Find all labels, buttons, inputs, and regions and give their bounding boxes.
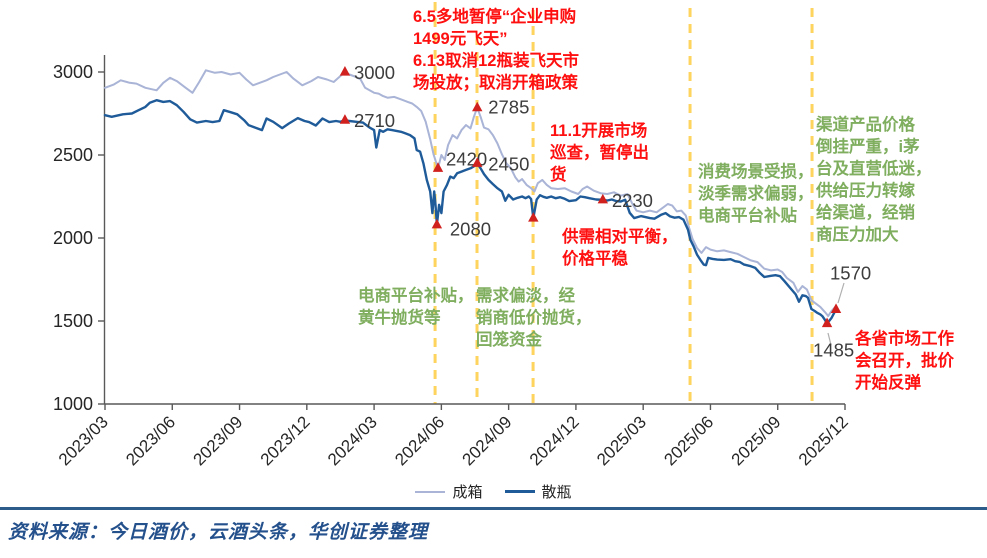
- event-marker-triangle: [472, 157, 483, 167]
- x-tick-label: 2024/03: [324, 412, 381, 469]
- y-tick-label: 2500: [53, 145, 93, 165]
- marker-value-label: 2710: [354, 110, 395, 131]
- y-tick-label: 3000: [53, 62, 93, 82]
- chart-canvas: 1000 1500 2000 2500 3000 2023/03 2023/06 2023/0…: [53, 2, 871, 469]
- source-note: 资料来源：今日酒价，云酒头条，华创证券整理: [8, 522, 429, 543]
- divider-line: [0, 507, 987, 510]
- event-marker-triangle: [432, 162, 444, 172]
- marker-value-label: 2080: [450, 219, 491, 240]
- legend-label: 散瓶: [541, 484, 572, 501]
- event-marker-triangle: [339, 66, 351, 76]
- y-tick-label: 1500: [53, 311, 93, 331]
- legend-line-swatch: [504, 490, 535, 493]
- legend-label: 成箱: [452, 484, 483, 501]
- event-marker-triangle: [339, 114, 351, 124]
- x-tick-label: 2023/06: [122, 412, 179, 469]
- marker-value-label: 1485: [813, 339, 854, 360]
- event-marker-triangle: [597, 193, 609, 204]
- event-marker-triangle: [472, 101, 483, 112]
- event-marker-triangle: [830, 303, 842, 313]
- y-tick-label: 1000: [53, 394, 93, 414]
- x-tick-label: 2024/09: [459, 412, 516, 469]
- x-tick-label: 2023/09: [189, 412, 246, 469]
- marker-value-label: 2450: [488, 153, 529, 174]
- marker-callout-line: [837, 282, 845, 304]
- marker-value-label: 2230: [612, 190, 653, 211]
- price-chart: 1000 1500 2000 2500 3000 2023/03 2023/06 2023/0…: [53, 2, 954, 469]
- series-line-case: [104, 69, 837, 317]
- event-marker-triangle: [528, 212, 539, 222]
- marker-value-label: 1570: [830, 262, 871, 283]
- marker-callout-line: [827, 332, 832, 346]
- x-tick-label: 2025/06: [660, 412, 717, 469]
- x-tick-label: 2024/12: [526, 412, 583, 469]
- legend-item: 散瓶: [504, 481, 572, 502]
- x-tick-label: 2023/03: [55, 412, 112, 469]
- x-tick-label: 2023/12: [257, 412, 314, 469]
- event-marker-triangle: [431, 218, 443, 229]
- marker-value-label: 2785: [488, 97, 529, 118]
- x-tick-label: 2025/09: [728, 412, 785, 469]
- series-line-bottle: [103, 98, 838, 325]
- marker-value-label: 3000: [354, 62, 395, 83]
- legend-line-swatch: [415, 490, 446, 493]
- event-marker-triangle: [821, 317, 833, 328]
- y-tick-label: 2000: [53, 228, 93, 248]
- x-tick-label: 2024/06: [391, 412, 448, 469]
- legend-item: 成箱: [415, 481, 483, 502]
- chart-legend: 成箱 散瓶: [0, 481, 987, 502]
- x-tick-label: 2025/12: [795, 412, 852, 469]
- x-tick-label: 2025/03: [593, 412, 650, 469]
